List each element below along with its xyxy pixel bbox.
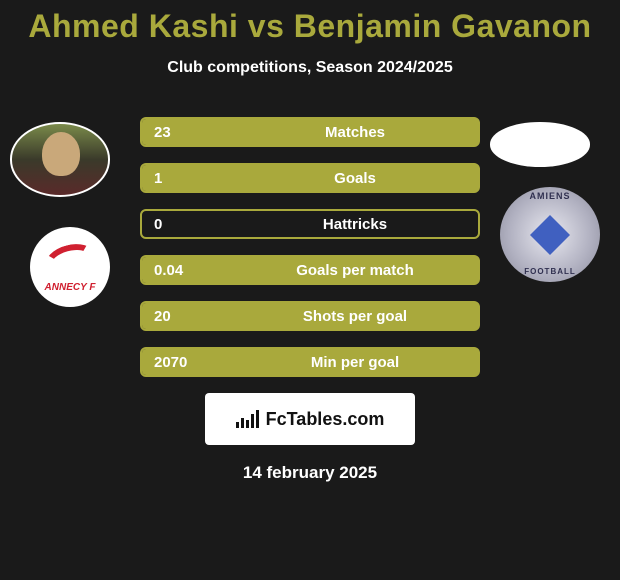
player-right-avatar [490, 122, 590, 167]
stat-label: Matches [232, 124, 478, 141]
stat-left-value: 0.04 [142, 262, 232, 279]
stat-left-value: 2070 [142, 354, 232, 371]
comparison-subtitle: Club competitions, Season 2024/2025 [0, 59, 620, 77]
club-left-logo: ANNECY F [30, 227, 110, 307]
stat-left-value: 20 [142, 308, 232, 325]
footer-brand-text: FcTables.com [266, 409, 385, 430]
club-left-label: ANNECY F [45, 282, 96, 293]
stat-label: Hattricks [232, 216, 478, 233]
stat-label: Goals [232, 170, 478, 187]
stat-label: Min per goal [232, 354, 478, 371]
stat-row-goals: 1 Goals [140, 163, 480, 193]
club-right-arc-bottom: FOOTBALL [524, 267, 576, 276]
stat-row-matches: 23 Matches [140, 117, 480, 147]
club-right-arc-top: AMIENS [529, 191, 570, 201]
player-left-avatar [10, 122, 110, 197]
footer-brand-badge: FcTables.com [205, 393, 415, 445]
stat-row-spg: 20 Shots per goal [140, 301, 480, 331]
stat-label: Shots per goal [232, 308, 478, 325]
stat-row-gpm: 0.04 Goals per match [140, 255, 480, 285]
stat-row-mpg: 2070 Min per goal [140, 347, 480, 377]
comparison-title: Ahmed Kashi vs Benjamin Gavanon [0, 0, 620, 45]
club-right-logo: AMIENS FOOTBALL [500, 187, 600, 282]
bar-chart-icon [236, 410, 260, 428]
stat-bars: 23 Matches 1 Goals 0 Hattricks 0.04 Goal… [140, 117, 480, 377]
stat-left-value: 0 [142, 216, 232, 233]
stat-left-value: 23 [142, 124, 232, 141]
stat-left-value: 1 [142, 170, 232, 187]
swoosh-icon [42, 239, 98, 281]
stat-row-hattricks: 0 Hattricks [140, 209, 480, 239]
comparison-date: 14 february 2025 [0, 463, 620, 483]
stat-label: Goals per match [232, 262, 478, 279]
stats-area: ANNECY F AMIENS FOOTBALL 23 Matches 1 Go… [0, 117, 620, 377]
